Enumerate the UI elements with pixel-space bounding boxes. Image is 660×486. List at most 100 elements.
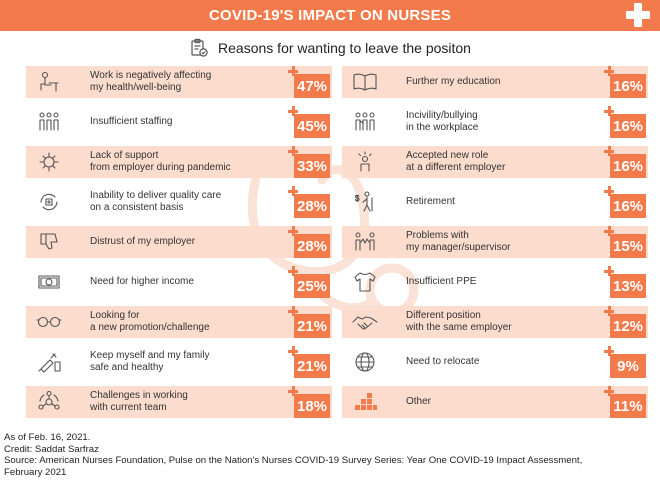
reason-label-line: Distrust of my employer: [90, 236, 196, 247]
list-item: Further my education 16%: [342, 66, 648, 98]
plus-icon: [604, 186, 614, 196]
reason-label-line: on a consistent basis: [90, 202, 184, 213]
value-badge: 21%: [288, 346, 330, 378]
reason-label-line: Insufficient staffing: [90, 116, 173, 127]
reason-label-line: with current team: [90, 402, 167, 413]
plus-icon: [288, 226, 298, 236]
reason-label-line: Work is negatively affecting: [90, 70, 212, 81]
reason-label: Need for higher income: [72, 276, 292, 288]
list-item: Lack of support from employer during pand…: [26, 146, 332, 178]
value-label: 11%: [610, 394, 646, 418]
value-badge: 28%: [288, 226, 330, 258]
svg-text:$: $: [355, 194, 360, 203]
reason-label-line: Looking for: [90, 310, 140, 321]
plus-icon: [288, 346, 298, 356]
list-item: Looking for a new promotion/challenge 21%: [26, 306, 332, 338]
medical-cross-icon: [626, 3, 650, 27]
plus-icon: [604, 266, 614, 276]
value-badge: 15%: [604, 226, 646, 258]
plus-icon: [604, 386, 614, 396]
reason-label: Inability to deliver quality care on a co…: [72, 190, 292, 214]
value-badge: 21%: [288, 306, 330, 338]
value-label: 28%: [294, 194, 330, 218]
value-badge: 28%: [288, 186, 330, 218]
value-badge: 25%: [288, 266, 330, 298]
team-network-icon: [26, 386, 72, 418]
plus-icon: [288, 266, 298, 276]
title-banner: COVID-19'S IMPACT ON NURSES: [0, 0, 660, 31]
list-item: Keep myself and my family safe and health…: [26, 346, 332, 378]
list-item: Accepted new role at a different employer…: [342, 146, 648, 178]
reason-label: Further my education: [388, 76, 608, 88]
value-label: 18%: [294, 394, 330, 418]
reason-label-line: in the workplace: [406, 122, 479, 133]
reason-label-line: at a different employer: [406, 162, 506, 173]
list-item: Insufficient PPE 13%: [342, 266, 648, 298]
footnote-source: Source: American Nurses Foundation, Puls…: [4, 455, 583, 466]
plus-icon: [288, 106, 298, 116]
staff-group-icon: [26, 106, 72, 138]
reason-label-line: Insufficient PPE: [406, 276, 477, 287]
reason-label: Challenges in working with current team: [72, 390, 292, 414]
reason-label-line: with the same employer: [406, 322, 512, 333]
conflict-icon: [342, 226, 388, 258]
reason-label: Problems with my manager/supervisor: [388, 230, 608, 254]
reason-label-line: Different position: [406, 310, 481, 321]
thumbs-down-icon: [26, 226, 72, 258]
value-badge: 16%: [604, 146, 646, 178]
list-item: Problems with my manager/supervisor 15%: [342, 226, 648, 258]
value-label: 28%: [294, 234, 330, 258]
value-label: 16%: [610, 154, 646, 178]
reason-label-line: Challenges in working: [90, 390, 188, 401]
plus-icon: [288, 386, 298, 396]
list-item: Challenges in working with current team 18…: [26, 386, 332, 418]
value-label: 16%: [610, 194, 646, 218]
reason-label-line: Need to relocate: [406, 356, 480, 367]
retirement-icon: $: [342, 186, 388, 218]
list-item: Work is negatively affecting my health/we…: [26, 66, 332, 98]
subtitle-row: Reasons for wanting to leave the positon: [0, 37, 660, 59]
gown-icon: [342, 266, 388, 298]
plus-icon: [604, 226, 614, 236]
reason-label-line: a new promotion/challenge: [90, 322, 210, 333]
reason-label: Different position with the same employer: [388, 310, 608, 334]
footnote-source-date: February 2021: [4, 466, 67, 478]
plus-icon: [288, 146, 298, 156]
reason-label: Retirement: [388, 196, 608, 208]
banknote-icon: [26, 266, 72, 298]
person-at-desk-icon: [26, 66, 72, 98]
value-badge: 16%: [604, 106, 646, 138]
chart-title: COVID-19'S IMPACT ON NURSES: [208, 7, 452, 24]
reason-label: Other: [388, 396, 608, 408]
reason-label: Keep myself and my family safe and health…: [72, 350, 292, 374]
value-badge: 45%: [288, 106, 330, 138]
reason-label-line: from employer during pandemic: [90, 162, 231, 173]
right-column: Further my education 16% Incivility/bullyi…: [342, 66, 648, 426]
value-label: 47%: [294, 74, 330, 98]
reason-label: Need to relocate: [388, 356, 608, 368]
reason-label: Insufficient staffing: [72, 116, 292, 128]
plus-icon: [604, 146, 614, 156]
reason-label-line: Need for higher income: [90, 276, 194, 287]
value-badge: 16%: [604, 66, 646, 98]
value-badge: 47%: [288, 66, 330, 98]
footnote-date: As of Feb. 16, 2021.: [4, 432, 91, 443]
value-badge: 12%: [604, 306, 646, 338]
reason-label: Lack of support from employer during pand…: [72, 150, 292, 174]
reason-label-line: Keep myself and my family: [90, 350, 210, 361]
plus-icon: [604, 306, 614, 316]
plus-icon: [288, 186, 298, 196]
list-item: Different position with the same employer…: [342, 306, 648, 338]
reason-label-line: safe and healthy: [90, 362, 164, 373]
value-label: 25%: [294, 274, 330, 298]
care-cycle-icon: [26, 186, 72, 218]
reason-label: Looking for a new promotion/challenge: [72, 310, 292, 334]
value-badge: 9%: [604, 346, 646, 378]
value-label: 21%: [294, 354, 330, 378]
value-label: 33%: [294, 154, 330, 178]
virus-icon: [26, 146, 72, 178]
list-item: Need for higher income 25%: [26, 266, 332, 298]
reason-label: Work is negatively affecting my health/we…: [72, 70, 292, 94]
footnotes: As of Feb. 16, 2021. Credit: Saddat Sarf…: [4, 432, 656, 478]
globe-icon: [342, 346, 388, 378]
